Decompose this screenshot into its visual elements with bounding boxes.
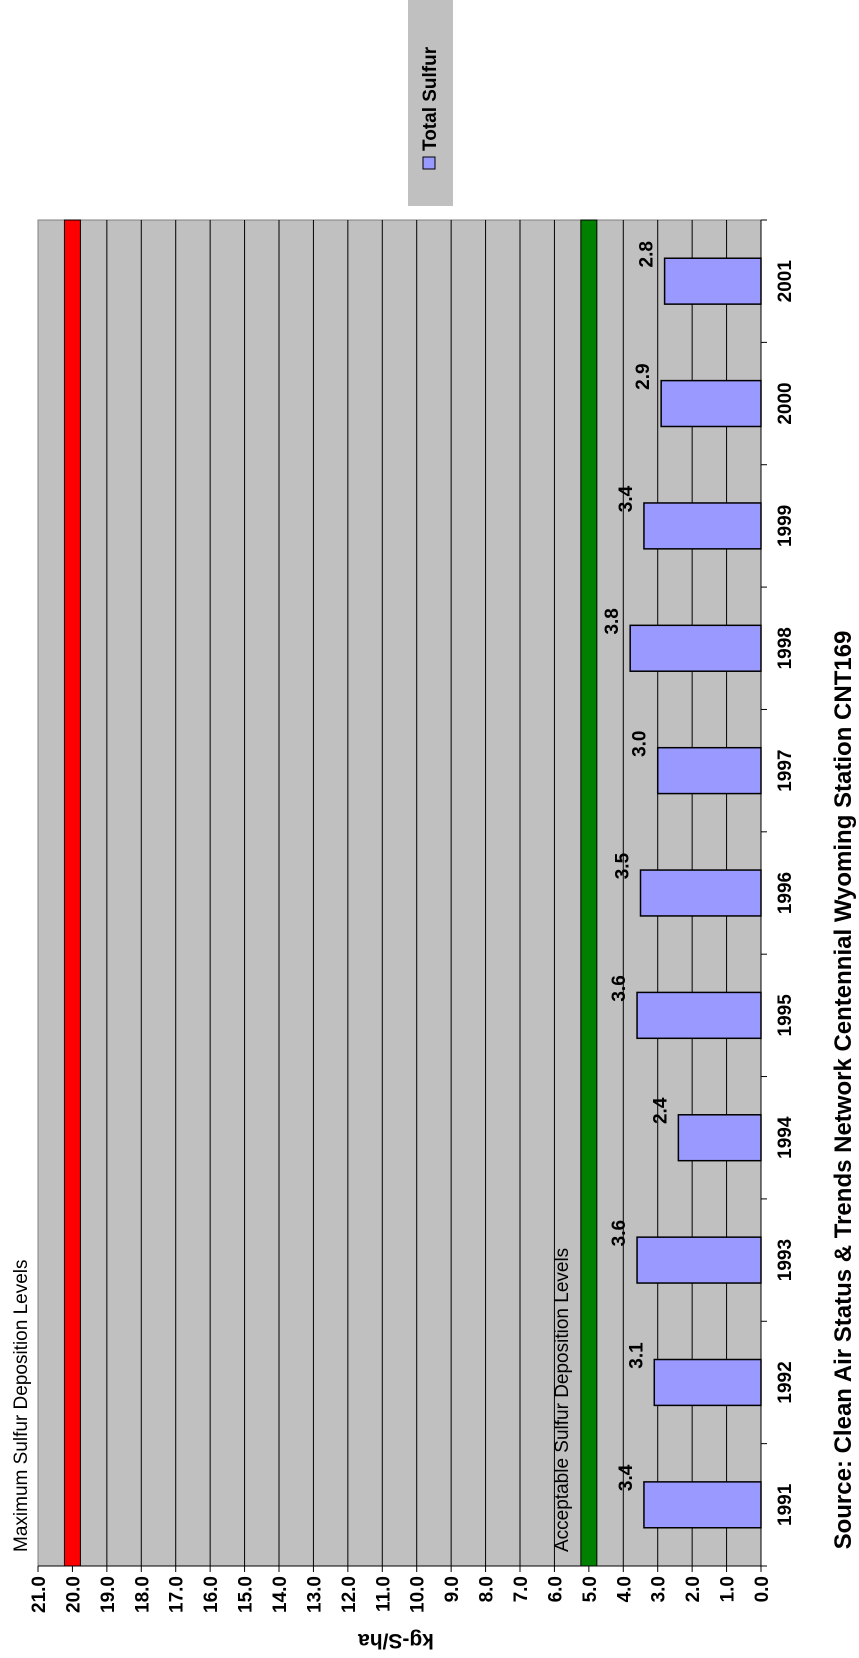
bar-value-label: 3.5 [613, 852, 634, 879]
y-tick-label: 21.0 [29, 1576, 50, 1613]
bar [677, 1114, 762, 1162]
bar-value-label: 3.6 [609, 1220, 630, 1246]
acceptable-deposition-label: Acceptable Sulfur Deposition Levels [552, 1248, 573, 1552]
y-tick-label: 13.0 [304, 1576, 325, 1613]
bar-value-label: 3.1 [626, 1342, 647, 1369]
x-tick-label: 1998 [775, 627, 796, 669]
y-tick-label: 2.0 [683, 1576, 704, 1602]
bar [643, 502, 762, 550]
bar [656, 746, 762, 795]
bar [629, 624, 762, 672]
bar-value-label: 3.8 [602, 608, 623, 634]
y-tick-label: 1.0 [718, 1576, 739, 1602]
bar [639, 869, 762, 917]
legend: Total Sulfur [408, 0, 453, 206]
y-tick-label: 6.0 [545, 1576, 566, 1602]
y-tick-label: 4.0 [614, 1576, 635, 1602]
bar-value-label: 3.0 [630, 731, 651, 757]
x-tick-label: 1996 [775, 872, 796, 914]
y-tick-label: 10.0 [408, 1576, 429, 1613]
bar [660, 379, 762, 428]
y-axis-title: kg-S/ha [358, 1629, 434, 1652]
y-tick-label: 7.0 [511, 1576, 532, 1602]
y-tick-label: 18.0 [132, 1576, 153, 1613]
y-tick-label: 15.0 [236, 1576, 257, 1613]
x-tick-label: 1997 [775, 749, 796, 791]
source-caption: Source: Clean Air Status & Trends Networ… [830, 631, 857, 1550]
axes: 0.0 1.0 2.0 3.0 4.0 5.0 6.0 7.0 8.0 9.0 10.0 11.0 12… [29, 219, 796, 1613]
y-tick-label: 20.0 [63, 1576, 84, 1613]
x-tick-label: 2000 [775, 382, 796, 424]
bar-value-label: 2.4 [650, 1097, 671, 1124]
bar-value-label: 3.4 [616, 1464, 637, 1491]
y-tick-label: 8.0 [477, 1576, 498, 1602]
x-tick-label: 1993 [775, 1239, 796, 1281]
x-tick-label: 1995 [775, 994, 796, 1037]
max-deposition-label: Maximum Sulfur Deposition Levels [11, 1259, 32, 1552]
y-tick-label: 9.0 [442, 1576, 463, 1602]
bar [653, 1358, 762, 1407]
bar [643, 1481, 762, 1529]
max-deposition-line [63, 219, 81, 1567]
bar-value-label: 3.6 [609, 975, 630, 1001]
x-tick-label: 1991 [775, 1483, 796, 1526]
bar [636, 1236, 762, 1284]
bar [636, 991, 762, 1040]
y-tick-label: 0.0 [752, 1576, 773, 1602]
bar-value-label: 2.8 [637, 241, 658, 267]
bar [663, 257, 762, 305]
y-tick-label: 3.0 [649, 1576, 670, 1602]
x-tick-label: 1994 [775, 1116, 796, 1159]
y-tick-label: 16.0 [201, 1576, 222, 1613]
y-tick-label: 19.0 [98, 1576, 119, 1613]
bars: 3.4 3.1 3.6 2.4 3.6 3.5 3.0 3.8 3.4 2.9 2.8 [602, 241, 762, 1529]
x-tick-label: 1992 [775, 1361, 796, 1403]
acceptable-deposition-line [580, 219, 598, 1567]
x-tick-label: 2001 [775, 260, 796, 303]
x-tick-label: 1999 [775, 505, 796, 547]
reference-lines: Maximum Sulfur Deposition Levels Acceptab… [11, 219, 598, 1567]
bar-value-label: 2.9 [633, 363, 654, 389]
y-tick-label: 14.0 [270, 1576, 291, 1613]
legend-swatch [422, 156, 436, 170]
bar-value-label: 3.4 [616, 485, 637, 512]
gridlines [71, 220, 728, 1566]
y-tick-label: 12.0 [339, 1576, 360, 1613]
legend-label: Total Sulfur [420, 46, 441, 151]
y-tick-label: 11.0 [373, 1576, 394, 1612]
y-tick-label: 17.0 [167, 1576, 188, 1613]
y-tick-label: 5.0 [580, 1576, 601, 1602]
legend-box [408, 0, 453, 206]
